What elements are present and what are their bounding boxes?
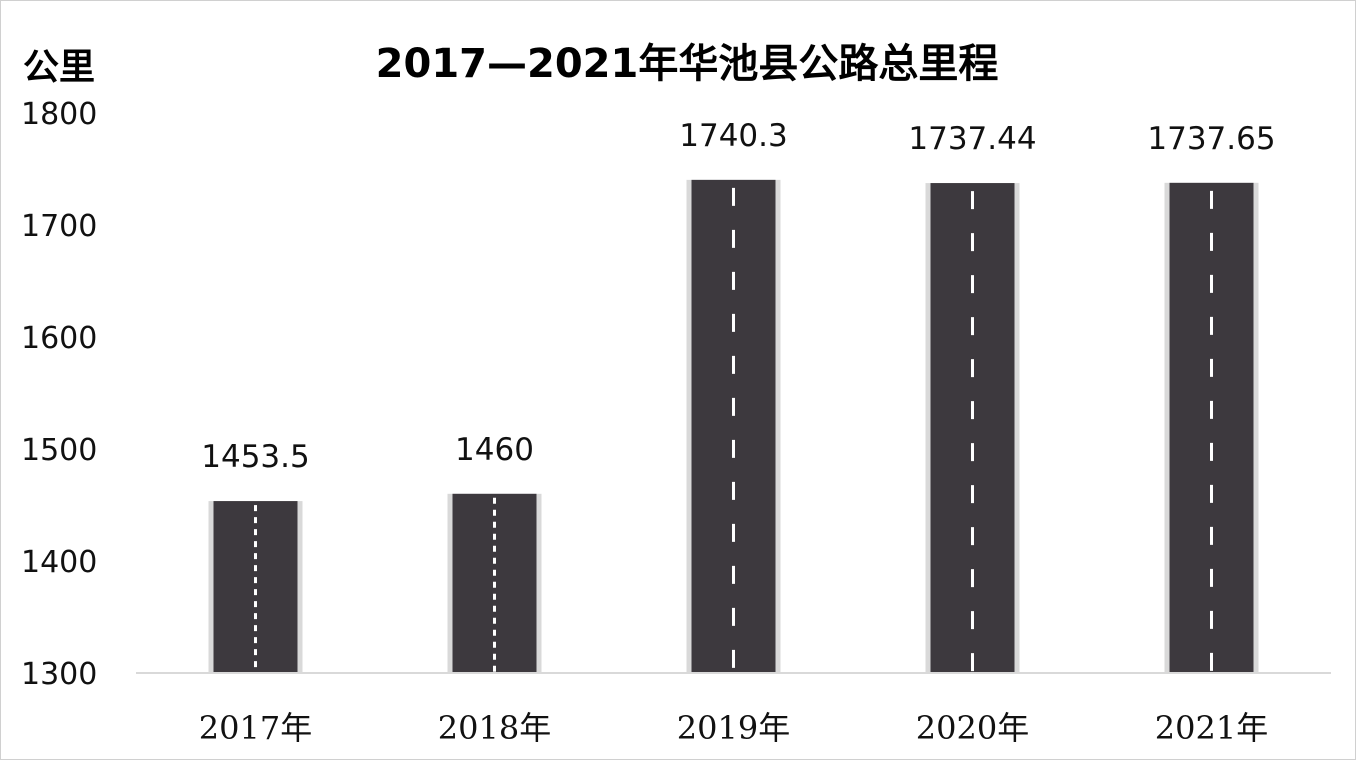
bar-body: [213, 501, 298, 673]
data-labels: 1453.5 1460 1740.3 1737.44 1737.65: [201, 118, 1275, 475]
chart-title: 2017—2021年华池县公路总里程: [376, 41, 999, 87]
x-tick-label: 2017年: [199, 709, 312, 747]
bar-body: [930, 183, 1015, 673]
bar: [208, 501, 303, 673]
y-axis-ticks: 1300 1400 1500 1600 1700 1800: [21, 97, 97, 692]
y-tick-label: 1500: [21, 433, 97, 468]
y-axis-unit-label: 公里: [23, 47, 95, 88]
bar-body: [1169, 182, 1254, 673]
y-tick-label: 1800: [21, 97, 97, 132]
y-tick-label: 1700: [21, 209, 97, 244]
bar: [447, 493, 542, 673]
x-tick-label: 2019年: [677, 709, 790, 747]
bar: [925, 183, 1020, 673]
y-tick-label: 1300: [21, 657, 97, 692]
bar: [1164, 182, 1259, 673]
bars-group: [208, 179, 1259, 673]
y-tick-label: 1600: [21, 321, 97, 356]
data-label: 1460: [455, 432, 534, 468]
bar: [686, 179, 781, 673]
data-label: 1453.5: [201, 439, 309, 475]
bar-body: [691, 179, 776, 673]
data-label: 1737.65: [1147, 121, 1275, 157]
x-axis-ticks: 2017年 2018年 2019年 2020年 2021年: [199, 709, 1268, 747]
data-label: 1740.3: [679, 118, 787, 154]
x-tick-label: 2018年: [438, 709, 551, 747]
y-tick-label: 1400: [21, 545, 97, 580]
data-label: 1737.44: [908, 121, 1036, 157]
x-tick-label: 2021年: [1155, 709, 1268, 747]
x-tick-label: 2020年: [916, 709, 1029, 747]
